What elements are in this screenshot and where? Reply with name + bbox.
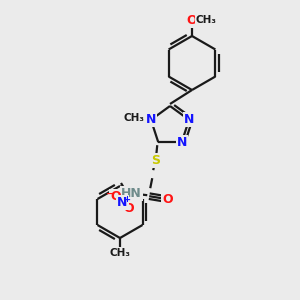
Text: CH₃: CH₃ [124, 113, 145, 123]
Text: −: − [106, 189, 115, 199]
Text: O: O [162, 193, 172, 206]
Text: N: N [117, 196, 128, 208]
Text: N: N [184, 113, 194, 126]
Text: +: + [123, 194, 130, 203]
Text: HN: HN [121, 187, 142, 200]
Text: O: O [187, 14, 197, 26]
Text: N: N [177, 136, 187, 149]
Text: O: O [110, 190, 121, 202]
Text: CH₃: CH₃ [110, 248, 130, 258]
Text: CH₃: CH₃ [196, 15, 217, 25]
Text: S: S [151, 154, 160, 167]
Text: O: O [123, 202, 134, 214]
Text: N: N [146, 113, 156, 126]
